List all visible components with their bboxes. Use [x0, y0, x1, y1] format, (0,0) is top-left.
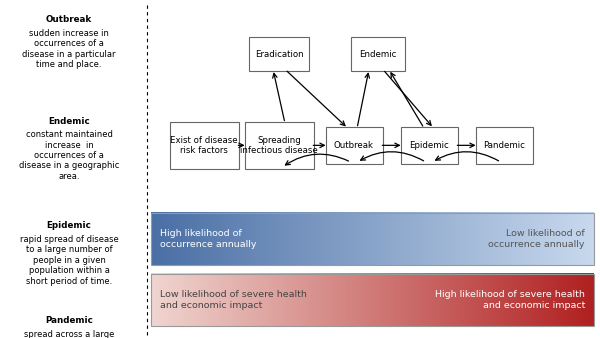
- Text: High likelihood of
occurrence annually: High likelihood of occurrence annually: [160, 230, 257, 249]
- Text: Endemic: Endemic: [359, 50, 397, 58]
- Bar: [151, 213, 594, 265]
- Text: constant maintained
increase  in
occurrences of a
disease in a geographic
area.: constant maintained increase in occurren…: [19, 130, 119, 181]
- FancyBboxPatch shape: [476, 127, 533, 164]
- FancyBboxPatch shape: [351, 37, 405, 71]
- Text: Epidemic: Epidemic: [47, 221, 91, 231]
- Text: Eradication: Eradication: [254, 50, 304, 58]
- Bar: [151, 274, 594, 326]
- Text: Outbreak: Outbreak: [46, 15, 92, 24]
- FancyBboxPatch shape: [401, 127, 458, 164]
- Text: High likelihood of severe health
and economic impact: High likelihood of severe health and eco…: [435, 290, 585, 310]
- Text: Exist of disease
risk factors: Exist of disease risk factors: [170, 136, 238, 155]
- Text: Spreading
infectious disease: Spreading infectious disease: [240, 136, 318, 155]
- Text: spread across a large
region, for instance
multiple continents, or
worldwide.: spread across a large region, for instan…: [22, 330, 116, 338]
- FancyBboxPatch shape: [170, 122, 239, 169]
- Text: rapid spread of disease
to a large number of
people in a given
population within: rapid spread of disease to a large numbe…: [20, 235, 118, 286]
- Text: sudden increase in
occurrences of a
disease in a particular
time and place.: sudden increase in occurrences of a dise…: [22, 29, 116, 69]
- FancyBboxPatch shape: [325, 127, 383, 164]
- Text: Low likelihood of severe health
and economic impact: Low likelihood of severe health and econ…: [160, 290, 307, 310]
- Text: Low likelihood of
occurrence annually: Low likelihood of occurrence annually: [488, 230, 585, 249]
- Text: Endemic: Endemic: [48, 117, 90, 126]
- Text: Epidemic: Epidemic: [409, 141, 449, 150]
- FancyBboxPatch shape: [249, 37, 309, 71]
- FancyBboxPatch shape: [245, 122, 314, 169]
- Text: Outbreak: Outbreak: [334, 141, 374, 150]
- Text: Pandemic: Pandemic: [483, 141, 525, 150]
- Text: Pandemic: Pandemic: [45, 316, 93, 325]
